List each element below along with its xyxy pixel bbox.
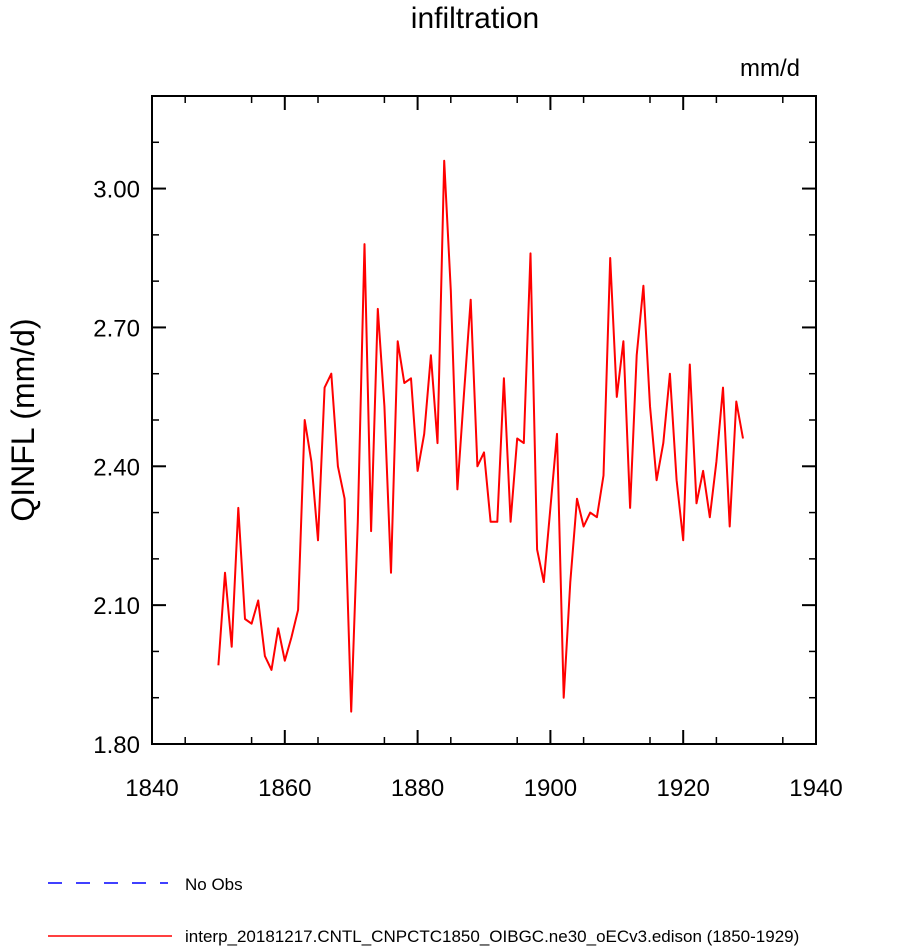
x-tick-label: 1840 — [125, 775, 178, 802]
series-lines — [217, 159, 744, 713]
x-tick-label: 1860 — [258, 775, 311, 802]
legend: No Obs interp_20181217.CNTL_CNPCTC1850_O… — [48, 875, 799, 946]
x-tick-label: 1900 — [524, 775, 577, 802]
y-tick-label: 2.40 — [93, 454, 140, 481]
x-tick-label: 1920 — [657, 775, 710, 802]
y-tick-label: 2.70 — [93, 315, 140, 342]
axis-ticks: 1840 1860 1880 1900 1920 1940 1.80 2.10 2.40 2.70… — [93, 96, 843, 802]
series-line — [217, 159, 744, 713]
chart-title: infiltration — [411, 2, 539, 35]
plot-frame — [151, 95, 817, 745]
y-tick-label: 3.00 — [93, 177, 140, 204]
y-axis-label: QINFL (mm/d) — [5, 318, 41, 521]
x-tick-label: 1880 — [391, 775, 444, 802]
x-tick-label: 1940 — [789, 775, 842, 802]
units-label: mm/d — [740, 55, 800, 82]
y-tick-label: 1.80 — [93, 732, 140, 759]
legend-label-no-obs: No Obs — [185, 875, 243, 894]
legend-label-model: interp_20181217.CNTL_CNPCTC1850_OIBGC.ne… — [185, 927, 799, 946]
y-tick-label: 2.10 — [93, 593, 140, 620]
